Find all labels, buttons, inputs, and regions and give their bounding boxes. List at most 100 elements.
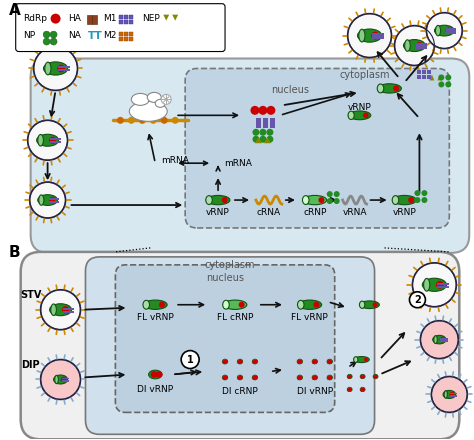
Circle shape <box>61 377 66 382</box>
Ellipse shape <box>327 375 332 380</box>
Circle shape <box>449 392 455 397</box>
Text: M2: M2 <box>103 31 117 40</box>
Ellipse shape <box>360 387 365 392</box>
Bar <box>428 75 431 80</box>
Bar <box>422 70 427 74</box>
Ellipse shape <box>222 359 228 364</box>
Circle shape <box>128 117 135 124</box>
Text: TT: TT <box>88 31 102 40</box>
Circle shape <box>150 117 157 124</box>
Bar <box>417 44 428 46</box>
Bar <box>58 69 70 71</box>
Circle shape <box>50 31 57 38</box>
Text: nucleus: nucleus <box>206 273 244 283</box>
Text: vRNP: vRNP <box>392 208 416 216</box>
Bar <box>92 15 97 24</box>
Ellipse shape <box>38 135 44 146</box>
Ellipse shape <box>237 375 243 380</box>
Circle shape <box>362 388 365 391</box>
Text: FL vRNP: FL vRNP <box>137 313 173 322</box>
Circle shape <box>299 376 302 379</box>
Circle shape <box>421 190 428 196</box>
Text: nucleus: nucleus <box>271 85 309 95</box>
Circle shape <box>312 376 316 380</box>
Ellipse shape <box>50 304 72 315</box>
Circle shape <box>253 136 259 143</box>
Ellipse shape <box>435 25 454 36</box>
Circle shape <box>30 182 65 218</box>
Ellipse shape <box>155 99 165 107</box>
Bar <box>256 123 262 128</box>
Ellipse shape <box>378 84 401 93</box>
Circle shape <box>431 377 467 412</box>
Bar <box>417 46 428 48</box>
Text: DIP: DIP <box>21 359 40 370</box>
Bar <box>446 29 456 31</box>
Circle shape <box>327 376 331 380</box>
Circle shape <box>57 65 65 73</box>
Bar <box>440 340 447 342</box>
Bar <box>263 118 268 123</box>
Text: FL cRNP: FL cRNP <box>217 313 253 322</box>
Ellipse shape <box>443 390 456 399</box>
Ellipse shape <box>434 336 438 344</box>
Circle shape <box>327 191 333 197</box>
Ellipse shape <box>359 301 365 308</box>
Circle shape <box>43 38 50 45</box>
Ellipse shape <box>354 357 358 363</box>
Circle shape <box>237 376 241 380</box>
Circle shape <box>117 117 124 124</box>
Circle shape <box>347 388 351 392</box>
Bar <box>418 75 421 80</box>
Circle shape <box>363 113 369 118</box>
Ellipse shape <box>252 359 258 364</box>
Polygon shape <box>429 74 434 81</box>
Ellipse shape <box>147 92 161 103</box>
Circle shape <box>297 360 301 364</box>
Circle shape <box>347 14 392 58</box>
Circle shape <box>446 27 452 34</box>
Bar <box>58 66 70 69</box>
Bar <box>129 15 133 18</box>
Ellipse shape <box>360 301 379 308</box>
FancyBboxPatch shape <box>85 257 374 434</box>
Ellipse shape <box>131 93 149 105</box>
Bar <box>50 141 61 143</box>
Circle shape <box>439 337 445 342</box>
Ellipse shape <box>51 304 56 315</box>
Circle shape <box>51 14 61 24</box>
Circle shape <box>258 106 267 115</box>
Circle shape <box>360 375 364 379</box>
Ellipse shape <box>424 279 430 291</box>
Circle shape <box>408 197 414 203</box>
Bar <box>263 123 268 128</box>
FancyBboxPatch shape <box>115 265 335 412</box>
Bar <box>62 380 69 382</box>
Bar <box>450 395 457 397</box>
Ellipse shape <box>298 301 304 309</box>
Circle shape <box>362 375 365 378</box>
Circle shape <box>393 85 399 92</box>
Ellipse shape <box>348 111 354 120</box>
Ellipse shape <box>129 101 167 121</box>
Bar <box>372 37 384 39</box>
Circle shape <box>62 306 69 313</box>
Circle shape <box>239 359 243 363</box>
Ellipse shape <box>143 301 149 309</box>
Text: vRNP: vRNP <box>348 103 372 112</box>
Text: DI cRNP: DI cRNP <box>222 387 258 396</box>
Circle shape <box>334 191 340 197</box>
Circle shape <box>410 292 425 308</box>
Text: FL vRNP: FL vRNP <box>292 313 328 322</box>
Circle shape <box>446 74 451 81</box>
Ellipse shape <box>403 40 425 51</box>
Polygon shape <box>255 137 262 143</box>
Circle shape <box>349 388 352 391</box>
Text: vRNP: vRNP <box>206 208 230 216</box>
Text: DI vRNP: DI vRNP <box>137 385 173 394</box>
Bar <box>119 32 123 36</box>
Bar <box>49 201 59 203</box>
Ellipse shape <box>223 300 247 309</box>
Text: NP: NP <box>23 31 35 40</box>
Circle shape <box>327 360 331 364</box>
